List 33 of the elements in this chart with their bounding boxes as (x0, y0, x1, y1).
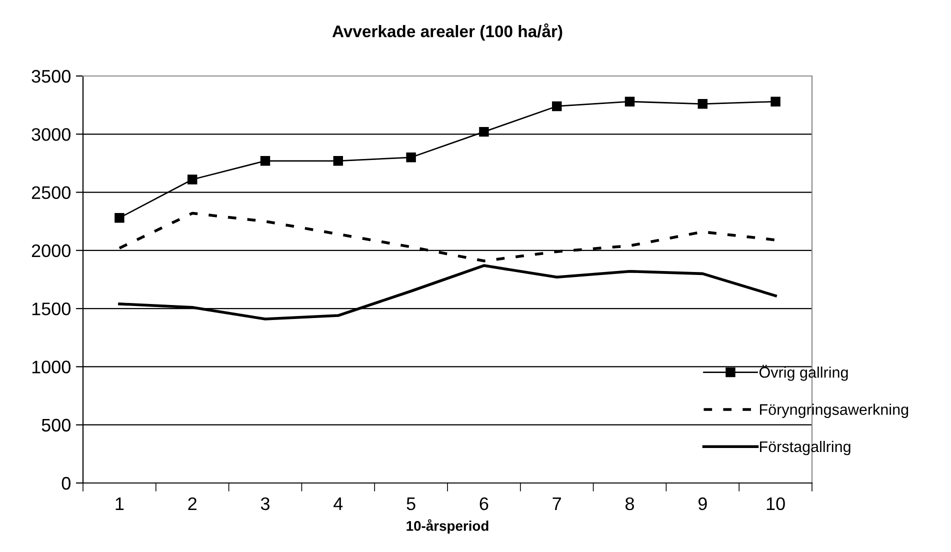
point (698, 99, 708, 109)
x-tick-label: 5 (406, 498, 416, 510)
point (770, 96, 780, 106)
y-tick-label: 3000 (32, 128, 70, 141)
x-tick-label: 9 (698, 497, 707, 510)
y-tick-label: 2500 (32, 186, 70, 200)
y-tick-label: 500 (42, 418, 70, 432)
x-tick-label: 6 (480, 497, 488, 510)
y-tick-label: 1000 (32, 360, 70, 374)
y-tick-label: 2000 (32, 244, 70, 258)
legend-label: Övrig gallring (759, 364, 848, 381)
x-tick-label: 7 (552, 498, 561, 510)
legend-label: Förstagallring (760, 440, 850, 456)
point (624, 96, 635, 106)
x-tick-label: 4 (334, 498, 343, 510)
point (479, 126, 489, 137)
x-axis-title: 10-årsperiod (406, 519, 488, 534)
point (187, 174, 198, 184)
x-tick-label: 10 (766, 497, 785, 510)
x-tick-label: 8 (626, 497, 634, 510)
x-tick-label: 2 (188, 497, 196, 510)
chart-title: Avverkade arealer (100 ha/år) (332, 23, 562, 41)
y-tick-label: 1500 (32, 302, 70, 316)
x-tick-label: 3 (260, 497, 270, 510)
y-tick-label: 3500 (32, 70, 70, 83)
point (260, 156, 270, 166)
x-tick-label: 1 (116, 498, 124, 510)
y-tick-label: 0 (62, 476, 70, 490)
legend-label: Föryngringsawerkning (760, 404, 908, 418)
point (552, 101, 562, 112)
point (114, 213, 124, 223)
point (406, 152, 416, 162)
point (333, 156, 344, 166)
